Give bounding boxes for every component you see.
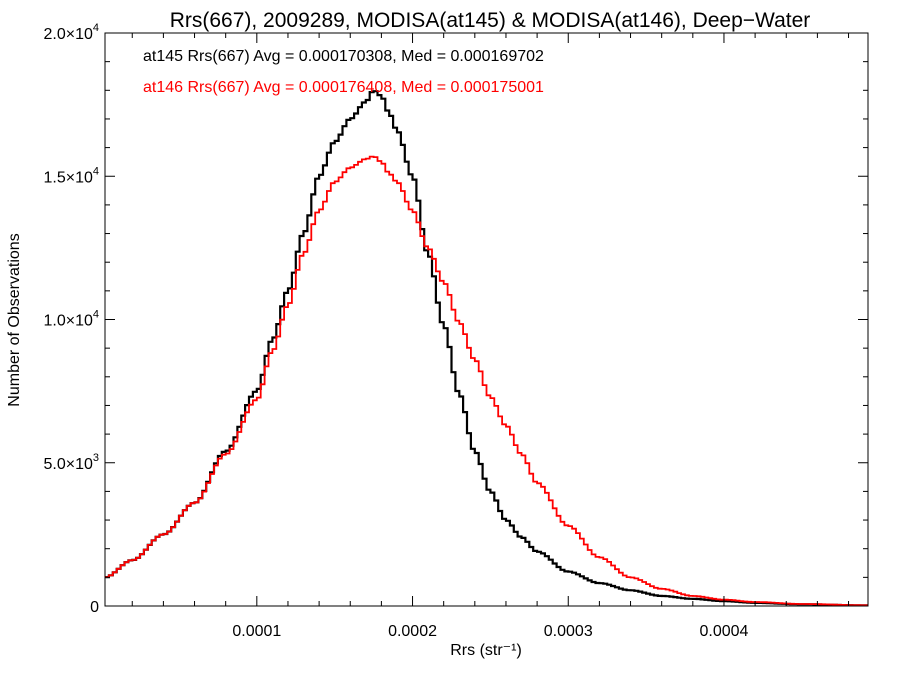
x-axis-label: Rrs (str⁻¹) xyxy=(450,642,522,659)
y-tick-mantissa: 5.0×10 xyxy=(43,456,92,473)
y-tick-label: 1.0×104 xyxy=(43,309,99,330)
y-tick-label: 5.0×103 xyxy=(43,452,99,473)
y-tick-mantissa: 1.5×10 xyxy=(43,169,92,186)
legend-annotation-at146: at146 Rrs(667) Avg = 0.000176408, Med = … xyxy=(143,79,544,96)
y-tick-exponent: 4 xyxy=(93,22,99,34)
y-tick-exponent: 3 xyxy=(93,452,99,464)
y-tick-exponent: 4 xyxy=(93,309,99,321)
y-tick-label: 0 xyxy=(90,599,99,616)
x-axis: 0.0001 0.0002 0.0003 0.0004 xyxy=(131,33,850,640)
x-tick-label: 0.0003 xyxy=(544,623,593,640)
y-tick-label: 2.0×104 xyxy=(43,22,99,43)
y-axis-label: Number of Observations xyxy=(6,233,23,406)
chart-title: Rrs(667), 2009289, MODISA(at145) & MODIS… xyxy=(170,9,811,32)
y-tick-exponent: 4 xyxy=(93,165,99,177)
series-layer xyxy=(105,90,868,607)
x-tick-label: 0.0001 xyxy=(232,623,281,640)
y-tick-mantissa: 2.0×10 xyxy=(43,26,92,43)
y-tick-mantissa: 1.0×10 xyxy=(43,313,92,330)
series-line-at146 xyxy=(105,155,868,607)
legend-annotation-at145: at145 Rrs(667) Avg = 0.000170308, Med = … xyxy=(143,48,544,65)
x-tick-label: 0.0004 xyxy=(699,623,748,640)
x-tick-label: 0.0002 xyxy=(388,623,437,640)
y-tick-label: 1.5×104 xyxy=(43,165,99,186)
series-line-at145 xyxy=(105,90,868,607)
y-tick-mantissa: 0 xyxy=(90,599,99,616)
